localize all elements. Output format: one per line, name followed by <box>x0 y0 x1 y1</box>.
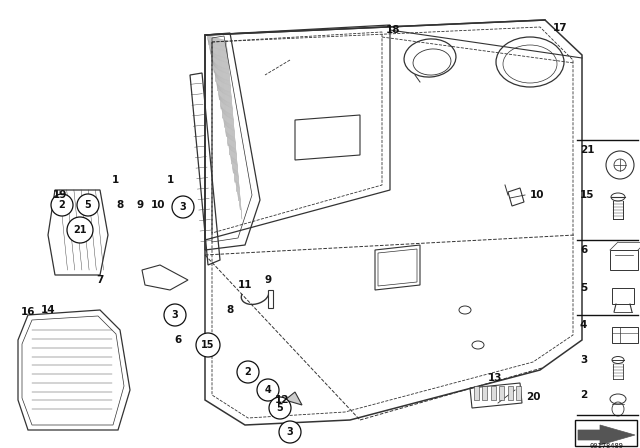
Text: 18: 18 <box>386 25 400 35</box>
Text: 21: 21 <box>73 225 87 235</box>
Text: 20: 20 <box>525 392 540 402</box>
Text: 1: 1 <box>166 175 173 185</box>
Text: 8: 8 <box>227 305 234 315</box>
Circle shape <box>67 217 93 243</box>
Circle shape <box>77 194 99 216</box>
Text: 13: 13 <box>488 373 502 383</box>
Bar <box>612 327 638 343</box>
Bar <box>483 386 488 400</box>
Text: 15: 15 <box>580 190 595 200</box>
Text: 7: 7 <box>96 275 104 285</box>
Text: 16: 16 <box>20 307 35 317</box>
Text: 5: 5 <box>580 283 588 293</box>
Text: 21: 21 <box>580 145 595 155</box>
Text: 19: 19 <box>53 190 67 200</box>
Text: 1: 1 <box>111 175 118 185</box>
Text: 6: 6 <box>174 335 182 345</box>
Circle shape <box>164 304 186 326</box>
Bar <box>268 290 273 308</box>
Text: 2: 2 <box>244 367 252 377</box>
Text: 10: 10 <box>151 200 165 210</box>
Text: 8: 8 <box>116 200 124 210</box>
Text: 5: 5 <box>84 200 92 210</box>
Text: 3: 3 <box>172 310 179 320</box>
Text: 14: 14 <box>41 305 55 315</box>
Bar <box>474 386 479 400</box>
Bar <box>610 250 638 270</box>
Circle shape <box>269 397 291 419</box>
Text: 9: 9 <box>136 200 143 210</box>
Text: 3: 3 <box>580 355 588 365</box>
Circle shape <box>51 194 73 216</box>
Text: 4: 4 <box>580 320 588 330</box>
Text: 2: 2 <box>59 200 65 210</box>
Bar <box>491 386 496 400</box>
Circle shape <box>196 333 220 357</box>
Text: 6: 6 <box>580 245 588 255</box>
Text: 3: 3 <box>287 427 293 437</box>
Text: 00178489: 00178489 <box>590 443 624 448</box>
Bar <box>575 420 637 446</box>
Bar <box>612 288 634 304</box>
Bar <box>508 386 513 400</box>
Bar <box>499 386 504 400</box>
Text: 3: 3 <box>180 202 186 212</box>
Circle shape <box>172 196 194 218</box>
Circle shape <box>237 361 259 383</box>
Polygon shape <box>578 425 635 445</box>
Bar <box>516 386 521 400</box>
Text: 15: 15 <box>201 340 215 350</box>
Text: 9: 9 <box>264 275 271 285</box>
Text: 10: 10 <box>530 190 544 200</box>
Circle shape <box>279 421 301 443</box>
Polygon shape <box>285 392 302 405</box>
Text: 12: 12 <box>275 395 289 405</box>
Text: 2: 2 <box>580 390 588 400</box>
Text: 11: 11 <box>237 280 252 290</box>
Circle shape <box>257 379 279 401</box>
Text: 17: 17 <box>553 23 567 33</box>
Text: 5: 5 <box>276 403 284 413</box>
Text: 4: 4 <box>264 385 271 395</box>
